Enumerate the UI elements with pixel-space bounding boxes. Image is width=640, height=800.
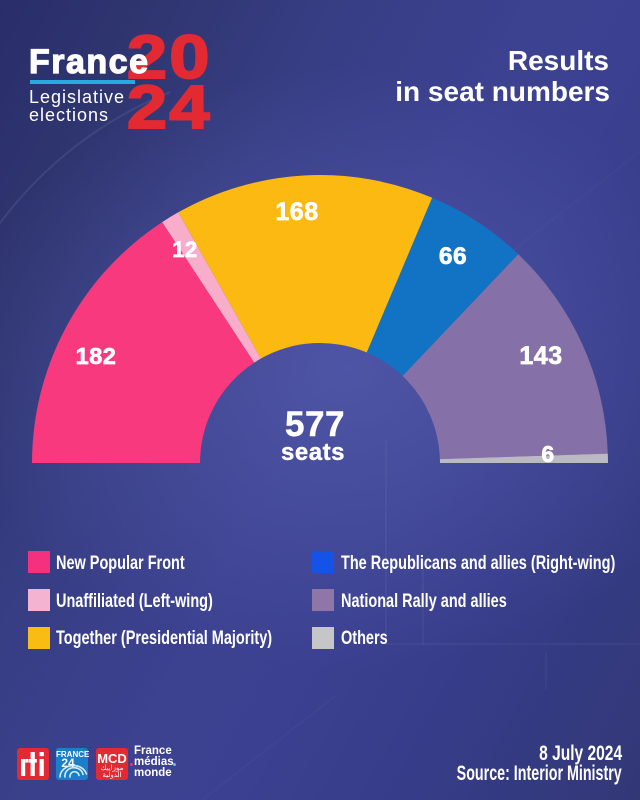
svg-text:143: 143 — [519, 342, 562, 370]
svg-text:168: 168 — [275, 198, 318, 226]
svg-text:182: 182 — [76, 343, 117, 369]
svg-text:12: 12 — [172, 237, 197, 262]
svg-text:6: 6 — [541, 441, 554, 467]
svg-text:66: 66 — [439, 243, 467, 270]
svg-text:seats: seats — [281, 439, 345, 466]
svg-text:577: 577 — [285, 405, 345, 444]
